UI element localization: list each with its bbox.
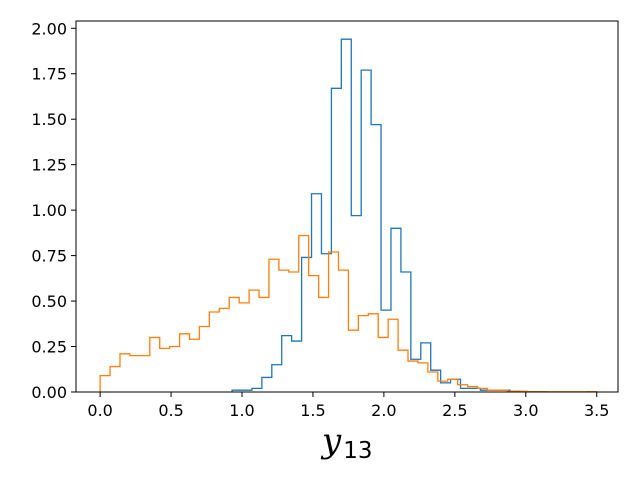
y-tick-label: 1.50 — [31, 110, 67, 129]
y-tick-label: 1.25 — [31, 156, 67, 175]
histogram-series-2 — [99, 234, 598, 393]
x-tick-label: 2.0 — [371, 401, 396, 420]
histogram-series-1 — [231, 38, 531, 393]
x-tick-label: 1.0 — [229, 401, 254, 420]
x-axis-label: y13 — [320, 421, 373, 464]
y-tick-label: 0.00 — [31, 383, 67, 402]
y-tick-label: 1.00 — [31, 201, 67, 220]
y-tick-label: 2.00 — [31, 19, 67, 38]
y-tick-label: 1.75 — [31, 65, 67, 84]
y-tick-label: 0.50 — [31, 292, 67, 311]
plot-frame — [75, 20, 619, 393]
y-tick-label: 0.25 — [31, 338, 67, 357]
x-tick-label: 2.5 — [442, 401, 467, 420]
series-layer — [99, 38, 598, 393]
y-tick-label: 0.75 — [31, 247, 67, 266]
x-axis-label-var: y — [320, 421, 342, 461]
x-tick-label: 3.0 — [513, 401, 538, 420]
x-axis-label-subscript: 13 — [343, 438, 372, 464]
y-axis-ticks: 0.00 0.25 0.50 0.75 1.00 1.25 1.50 1.75 2.00 — [31, 19, 76, 402]
x-tick-label: 0.0 — [87, 401, 112, 420]
x-tick-label: 0.5 — [158, 401, 183, 420]
x-tick-label: 1.5 — [300, 401, 325, 420]
x-tick-label: 3.5 — [584, 401, 609, 420]
x-axis-ticks: 0.0 0.5 1.0 1.5 2.0 2.5 3.0 3.5 — [87, 392, 609, 420]
